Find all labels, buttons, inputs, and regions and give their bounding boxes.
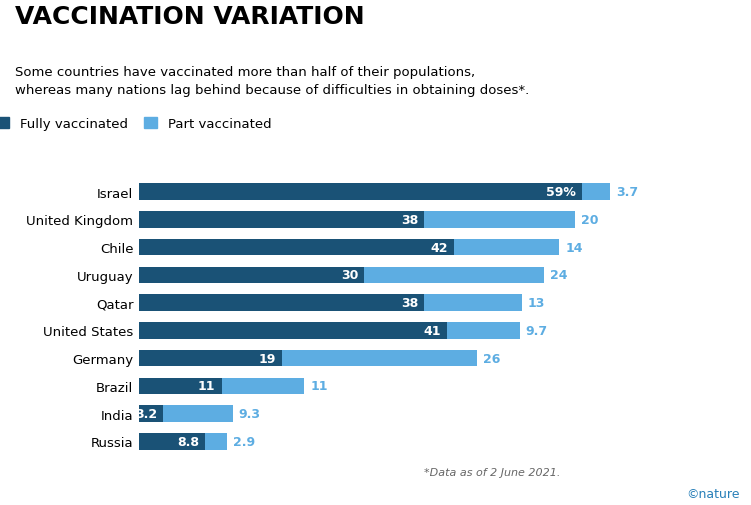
Bar: [139, 378, 222, 394]
Bar: [139, 212, 424, 228]
Bar: [139, 267, 364, 284]
Bar: [222, 378, 304, 394]
Text: 11: 11: [198, 380, 216, 392]
Bar: [454, 239, 559, 256]
Text: VACCINATION VARIATION: VACCINATION VARIATION: [15, 5, 365, 29]
Text: 38: 38: [401, 296, 418, 310]
Bar: [139, 406, 163, 422]
Text: 20: 20: [581, 214, 598, 226]
Bar: [139, 295, 424, 312]
Text: ©nature: ©nature: [686, 487, 740, 500]
Bar: [582, 184, 610, 200]
Bar: [424, 295, 522, 312]
Text: 13: 13: [528, 296, 545, 310]
Text: 38: 38: [401, 214, 418, 226]
Bar: [139, 350, 282, 367]
Text: Some countries have vaccinated more than half of their populations,
whereas many: Some countries have vaccinated more than…: [15, 66, 529, 96]
Text: 42: 42: [431, 241, 448, 254]
Text: *Data as of 2 June 2021.: *Data as of 2 June 2021.: [424, 467, 561, 477]
Text: 41: 41: [424, 324, 441, 337]
Text: 3.2: 3.2: [135, 408, 157, 420]
Bar: [139, 322, 447, 339]
Bar: [364, 267, 544, 284]
Text: 11: 11: [310, 380, 327, 392]
Text: 2.9: 2.9: [233, 435, 255, 448]
Text: 9.7: 9.7: [526, 324, 547, 337]
Legend: Fully vaccinated, Part vaccinated: Fully vaccinated, Part vaccinated: [0, 118, 271, 131]
Text: 24: 24: [550, 269, 568, 282]
Text: 14: 14: [566, 241, 583, 254]
Bar: [163, 406, 233, 422]
Text: 59%: 59%: [546, 186, 576, 199]
Bar: [205, 433, 227, 450]
Text: 9.3: 9.3: [239, 408, 261, 420]
Text: 3.7: 3.7: [616, 186, 638, 199]
Text: 19: 19: [258, 352, 276, 365]
Bar: [282, 350, 477, 367]
Text: 8.8: 8.8: [177, 435, 199, 448]
Text: 30: 30: [341, 269, 358, 282]
Text: 26: 26: [483, 352, 500, 365]
Bar: [424, 212, 575, 228]
Bar: [139, 184, 582, 200]
Bar: [139, 239, 454, 256]
Bar: [447, 322, 520, 339]
Bar: [139, 433, 205, 450]
